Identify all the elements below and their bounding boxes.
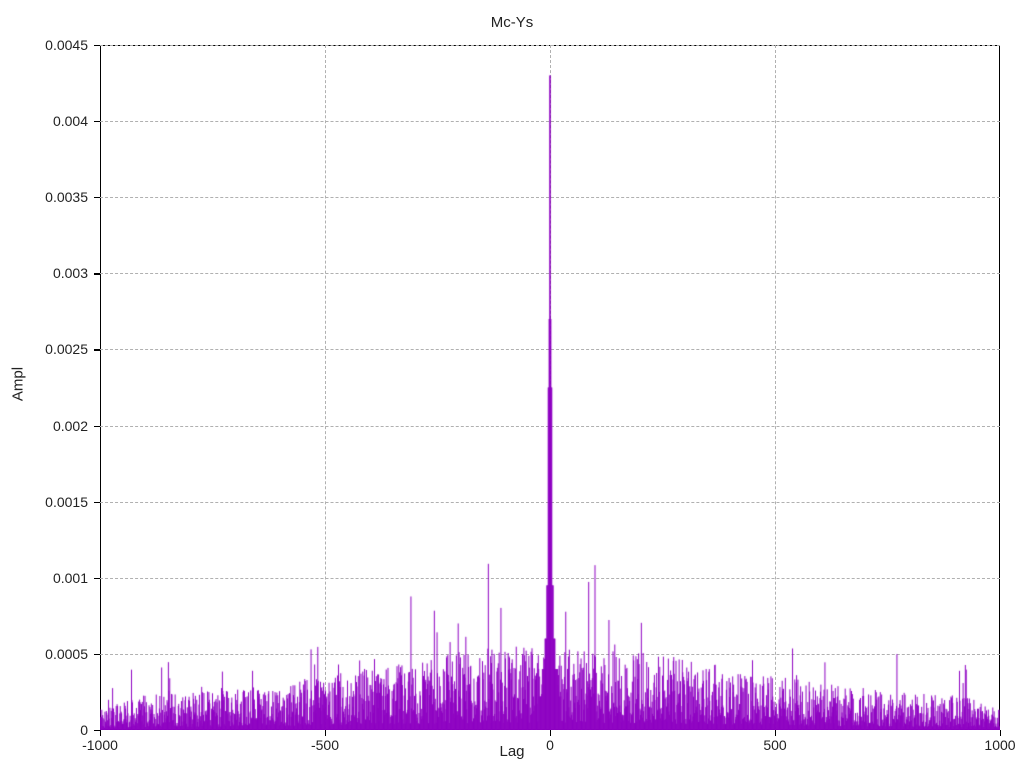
y-tick-label: 0.0015 (8, 494, 88, 510)
plot-area: 0 0.0005 0.001 0.0015 0.002 0.0025 0.003 0.0035… (100, 45, 1000, 730)
y-tick-label: 0.0045 (8, 37, 88, 53)
x-tick-label: -1000 (65, 737, 135, 753)
x-tick-label: 0 (515, 737, 585, 753)
x-tick-mark[interactable] (325, 730, 326, 736)
y-tick-label: 0.0025 (8, 341, 88, 357)
x-tick-mark[interactable] (775, 730, 776, 736)
y-tick-label: 0.0035 (8, 189, 88, 205)
y-tick-label: 0 (8, 722, 88, 738)
x-tick-mark[interactable] (100, 730, 101, 736)
y-axis-label: Ampl (10, 367, 27, 401)
y-tick-label: 0.004 (8, 113, 88, 129)
x-tick-mark[interactable] (550, 730, 551, 736)
y-tick-label: 0.003 (8, 265, 88, 281)
correlation-trace[interactable] (100, 45, 1000, 730)
y-tick-label: 0.001 (8, 570, 88, 586)
x-tick-label: 1000 (965, 737, 1024, 753)
chart-container: Mc-Ys 0 0.0005 0.001 0.0015 0.002 0.0025 0.003… (0, 0, 1024, 768)
chart-title: Mc-Ys (0, 14, 1024, 31)
x-tick-label: 500 (740, 737, 810, 753)
x-tick-label: -500 (290, 737, 360, 753)
x-axis-label: Lag (499, 743, 524, 760)
y-tick-label: 0.002 (8, 418, 88, 434)
y-tick-label: 0.0005 (8, 646, 88, 662)
x-tick-mark[interactable] (1000, 730, 1001, 736)
